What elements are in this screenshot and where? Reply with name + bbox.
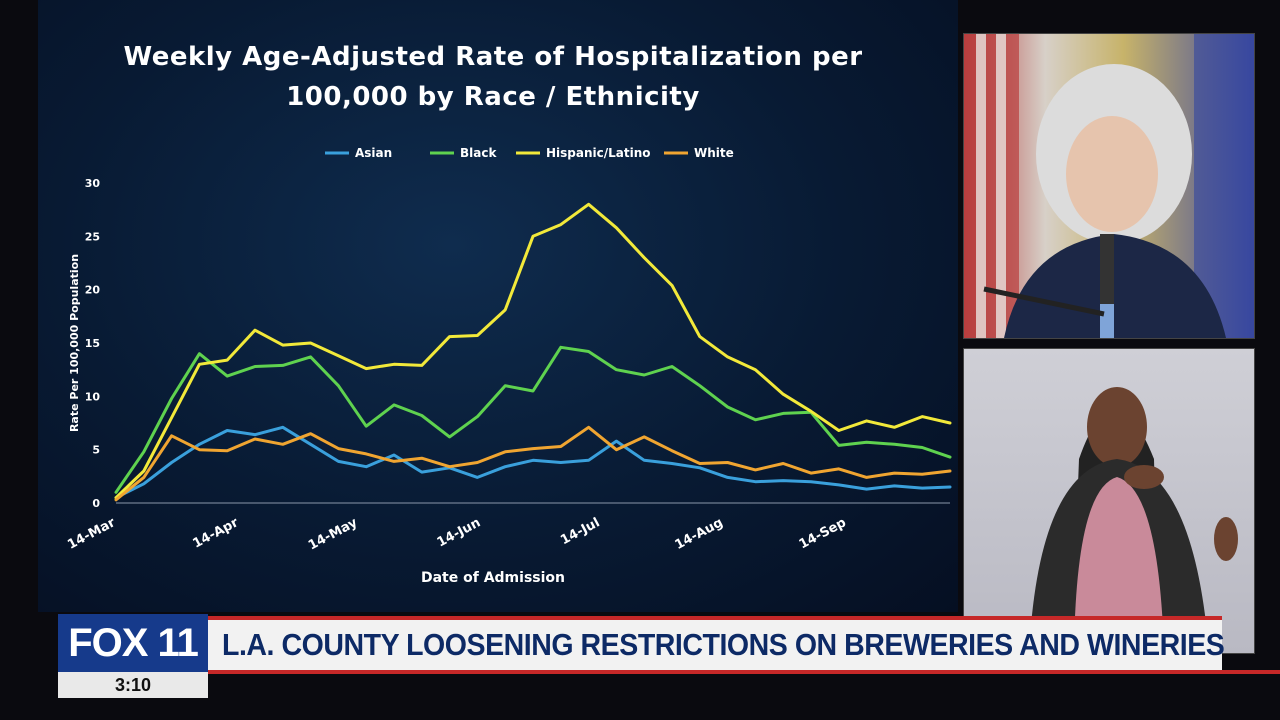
interpreter-silhouette (1029, 387, 1238, 653)
legend-label: White (694, 146, 734, 160)
series-line-hispanic-latino (114, 202, 952, 500)
news-lower-third: FOX 11 3:10 L.A. COUNTY LOOSENING RESTRI… (0, 612, 1280, 720)
x-tick-label: 14-May (306, 515, 361, 553)
line-chart: 0 5 10 15 20 25 30 14-Mar 14-Apr 14-May 14-Jun 14-J… (65, 146, 952, 586)
x-tick-label: 14-Jun (435, 515, 483, 550)
fox11-logo: FOX 11 (58, 614, 208, 672)
legend-label: Asian (355, 146, 392, 160)
y-tick-label: 10 (85, 390, 101, 403)
broadcast-clock: 3:10 (58, 672, 208, 698)
speaker-video-feed (963, 33, 1255, 339)
x-tick-label: 14-Sep (797, 515, 849, 552)
sign-language-interpreter-feed (963, 348, 1255, 654)
x-tick-label: 14-Jul (558, 515, 602, 548)
headline-banner: L.A. COUNTY LOOSENING RESTRICTIONS ON BR… (208, 616, 1225, 670)
series-line-asian (114, 425, 952, 500)
chart-title-line-2: 100,000 by Race / Ethnicity (286, 82, 700, 112)
banner-red-rule (208, 670, 1280, 674)
x-tick-label: 14-Apr (190, 515, 241, 552)
y-tick-label: 20 (85, 284, 101, 297)
legend-label: Hispanic/Latino (546, 146, 651, 160)
y-tick-label: 15 (85, 337, 100, 350)
y-tick-label: 5 (92, 444, 100, 457)
y-axis-label: Rate Per 100,000 Population (68, 254, 81, 432)
y-tick-label: 25 (85, 230, 100, 243)
y-tick-label: 30 (85, 177, 101, 190)
legend-label: Black (460, 146, 497, 160)
y-tick-label: 0 (92, 497, 100, 510)
x-tick-label: 14-Mar (65, 515, 118, 553)
chart-title-line-1: Weekly Age-Adjusted Rate of Hospitalizat… (123, 42, 863, 72)
headline-text: L.A. COUNTY LOOSENING RESTRICTIONS ON BR… (222, 627, 1225, 662)
x-tick-label: 14-Aug (673, 515, 726, 553)
chart-slide: Weekly Age-Adjusted Rate of Hospitalizat… (38, 0, 958, 612)
series-line-white (114, 425, 952, 502)
x-axis-label: Date of Admission (421, 570, 565, 586)
speaker-silhouette (964, 34, 1254, 338)
